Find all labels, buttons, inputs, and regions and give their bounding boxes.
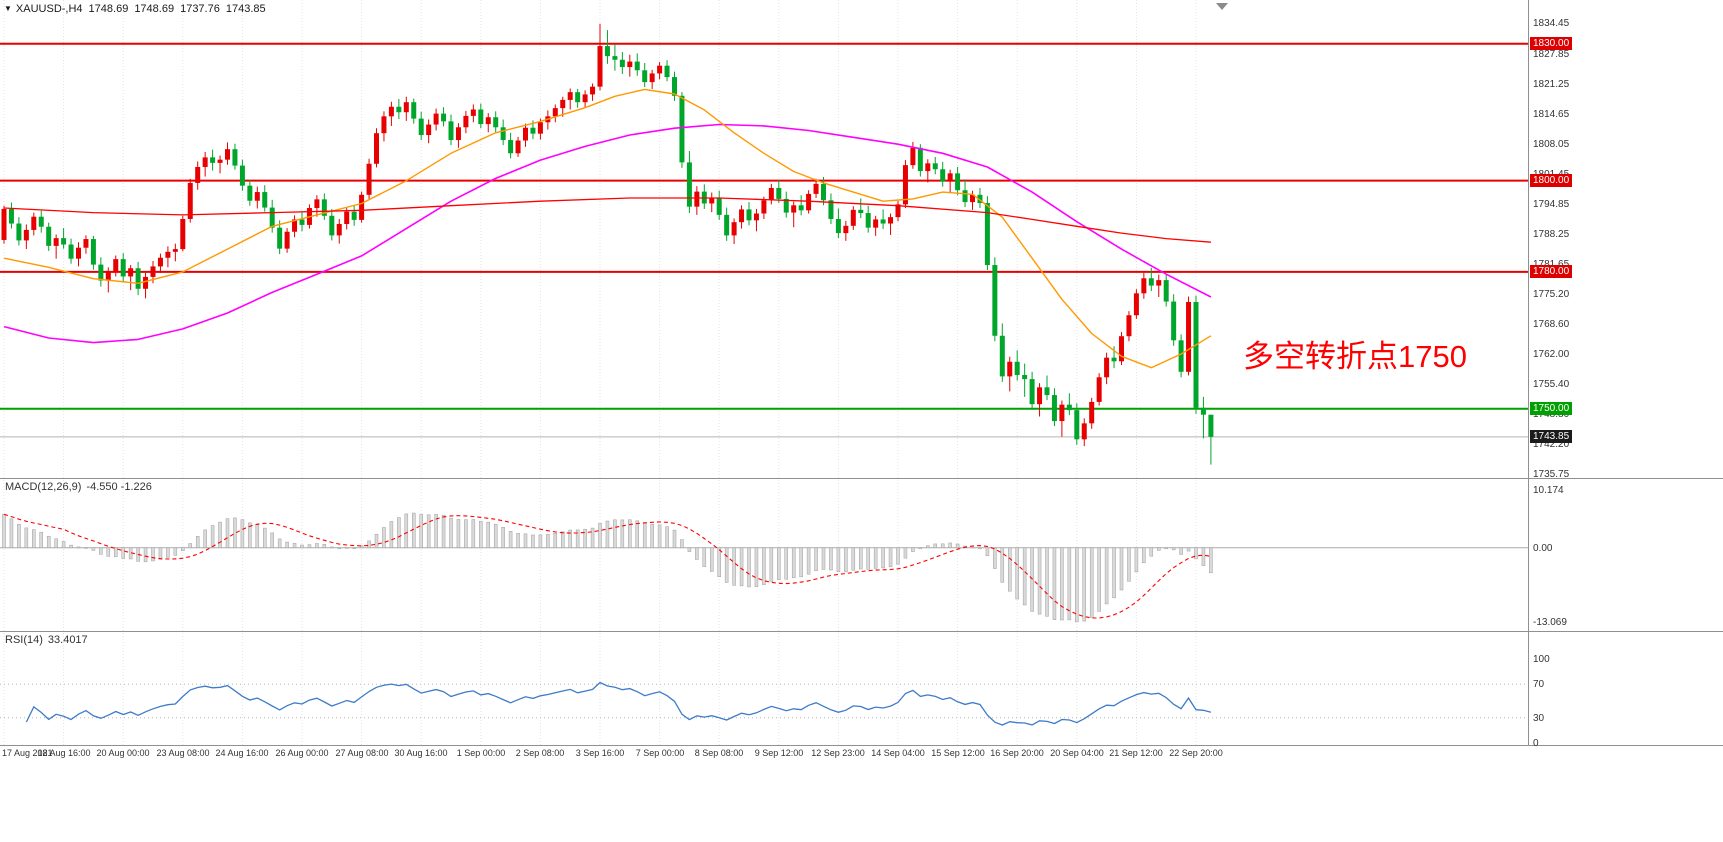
- macd-label: MACD(12,26,9): [5, 481, 82, 493]
- ma-magenta: [3, 123, 1212, 344]
- macd-panel: [0, 512, 1528, 623]
- moving-averages: [3, 88, 1212, 369]
- ohlc-high: 1748.69: [134, 3, 175, 15]
- macd-indicator-label: MACD(12,26,9) -4.550 -1.226: [5, 481, 152, 493]
- candles-layer: [1, 23, 1214, 465]
- ohlc-close: 1743.85: [225, 3, 266, 15]
- macd-values: -4.550 -1.226: [86, 481, 152, 493]
- rsi-value: 33.4017: [47, 634, 88, 646]
- ohlc-low: 1737.76: [180, 3, 220, 15]
- ohlc-open: 1748.69: [88, 3, 129, 15]
- annotation-text: 多空转折点1750: [1243, 339, 1467, 374]
- grid-lines: [3, 0, 1197, 745]
- panel-separators: [0, 0, 1723, 746]
- ma-orange: [3, 88, 1212, 369]
- horizontal-lines: [0, 42, 1528, 438]
- collapse-icon[interactable]: ▼: [4, 4, 12, 13]
- rsi-panel: [0, 681, 1528, 726]
- symbol-name: XAUUSD-,H4: [15, 3, 83, 15]
- rsi-label: RSI(14): [5, 634, 43, 646]
- macd-signal-line: [3, 513, 1211, 619]
- ma-red: [3, 197, 1211, 243]
- rsi-line: [25, 681, 1212, 726]
- chart-shift-marker-icon[interactable]: [1216, 3, 1228, 10]
- symbol-info-bar: ▼ XAUUSD-,H4 1748.69 1748.69 1737.76 1743.85: [4, 3, 266, 15]
- rsi-indicator-label: RSI(14) 33.4017: [5, 634, 88, 646]
